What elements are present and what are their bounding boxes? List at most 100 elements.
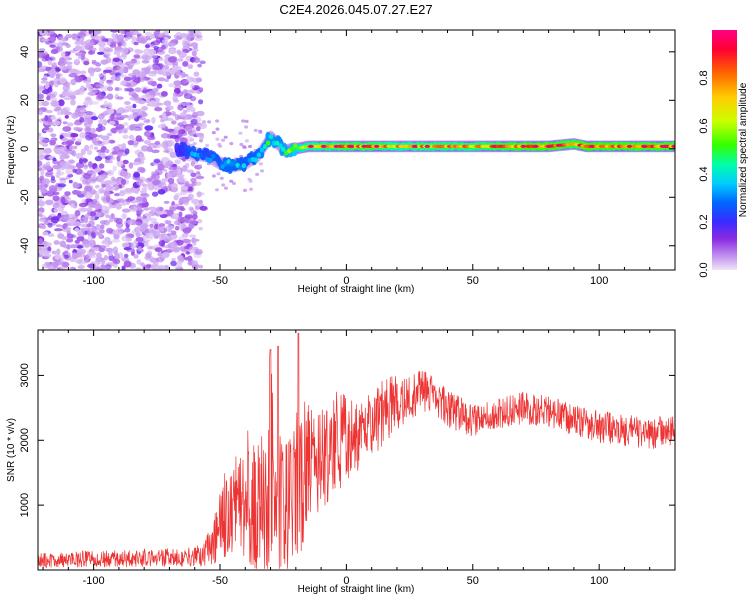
noise-speckle	[215, 119, 220, 123]
noise-speckle	[56, 248, 61, 255]
noise-speckle	[124, 198, 134, 202]
y-tick-label: -20	[19, 189, 31, 205]
noise-speckle	[95, 256, 102, 263]
noise-speckle	[69, 267, 74, 270]
noise-speckle	[116, 66, 125, 71]
noise-speckle	[40, 224, 47, 230]
noise-speckle	[131, 35, 137, 41]
noise-speckle	[62, 126, 72, 132]
noise-speckle	[75, 190, 82, 196]
noise-speckle	[86, 149, 93, 156]
noise-speckle	[195, 77, 203, 83]
noise-speckle	[99, 245, 107, 250]
noise-speckle	[177, 215, 183, 223]
noise-speckle	[116, 160, 124, 168]
noise-speckle	[54, 228, 63, 232]
noise-speckle	[166, 160, 174, 167]
noise-speckle	[223, 135, 228, 139]
noise-speckle	[172, 92, 178, 97]
ridge-peak	[545, 144, 552, 148]
noise-speckle	[192, 45, 198, 50]
noise-speckle	[194, 248, 203, 255]
noise-speckle	[141, 59, 150, 64]
colorbar-tick-label: 0.6	[698, 118, 710, 133]
noise-speckle	[65, 140, 75, 146]
noise-speckle	[114, 193, 121, 197]
noise-speckle	[184, 214, 194, 219]
noise-speckle	[171, 258, 176, 261]
noise-speckle	[73, 221, 81, 227]
ridge-peak	[555, 143, 562, 147]
noise-speckle	[122, 134, 129, 139]
noise-speckle	[144, 130, 150, 138]
noise-speckle	[165, 225, 175, 230]
noise-speckle	[232, 181, 236, 185]
ridge-core	[211, 153, 216, 159]
noise-speckle	[48, 155, 54, 160]
noise-speckle	[41, 38, 50, 42]
noise-speckle	[259, 162, 263, 166]
noise-speckle	[136, 259, 142, 265]
noise-speckle	[72, 168, 77, 173]
noise-speckle	[70, 94, 76, 100]
noise-speckle	[244, 125, 249, 129]
noise-speckle	[84, 144, 90, 151]
ridge-peak	[626, 144, 633, 148]
ridge-peak	[348, 144, 355, 148]
noise-speckle	[64, 191, 71, 197]
noise-speckle	[69, 145, 75, 151]
noise-speckle	[116, 107, 126, 114]
noise-speckle	[103, 100, 108, 108]
noise-speckle	[168, 139, 175, 147]
noise-speckle	[199, 205, 208, 211]
noise-speckle	[143, 207, 151, 211]
noise-speckle	[104, 180, 113, 184]
noise-speckle	[207, 120, 212, 124]
noise-speckle	[87, 263, 95, 269]
noise-speckle	[51, 91, 58, 97]
noise-speckle	[143, 140, 151, 145]
noise-speckle	[74, 75, 83, 83]
noise-speckle	[139, 153, 144, 160]
noise-speckle	[144, 44, 150, 49]
noise-speckle	[160, 232, 168, 240]
noise-speckle	[54, 253, 61, 260]
noise-speckle	[73, 252, 82, 258]
noise-speckle	[137, 122, 145, 126]
noise-speckle	[136, 210, 143, 215]
noise-speckle	[50, 175, 56, 181]
noise-speckle	[181, 222, 186, 229]
noise-speckle	[221, 183, 226, 187]
noise-speckle	[88, 220, 95, 228]
noise-speckle	[122, 159, 129, 165]
noise-speckle	[103, 191, 111, 197]
spectral-ridge-layer	[174, 130, 675, 174]
ridge-core	[274, 140, 280, 146]
noise-speckle	[105, 206, 111, 210]
noise-speckle	[112, 238, 120, 243]
noise-speckle	[61, 42, 69, 46]
noise-speckle	[123, 76, 132, 82]
noise-speckle	[107, 85, 113, 92]
noise-speckle	[187, 31, 196, 39]
noise-speckle	[68, 73, 78, 78]
noise-speckle	[77, 32, 87, 38]
noise-speckle	[90, 101, 99, 105]
noise-speckle	[179, 196, 188, 203]
noise-speckle	[38, 93, 44, 100]
noise-speckle	[42, 231, 49, 236]
noise-speckle	[89, 216, 96, 222]
noise-speckle	[224, 186, 228, 190]
noise-speckle	[115, 123, 125, 131]
noise-speckle	[170, 230, 177, 236]
noise-speckle	[84, 126, 92, 133]
noise-speckle	[46, 263, 53, 267]
noise-speckle	[129, 96, 135, 101]
noise-speckle	[196, 110, 205, 117]
y-tick-label: 40	[19, 46, 31, 58]
noise-speckle	[118, 190, 126, 197]
noise-speckle	[59, 59, 68, 64]
noise-speckle	[52, 195, 60, 202]
noise-speckle	[198, 99, 204, 105]
noise-speckle	[141, 106, 149, 111]
